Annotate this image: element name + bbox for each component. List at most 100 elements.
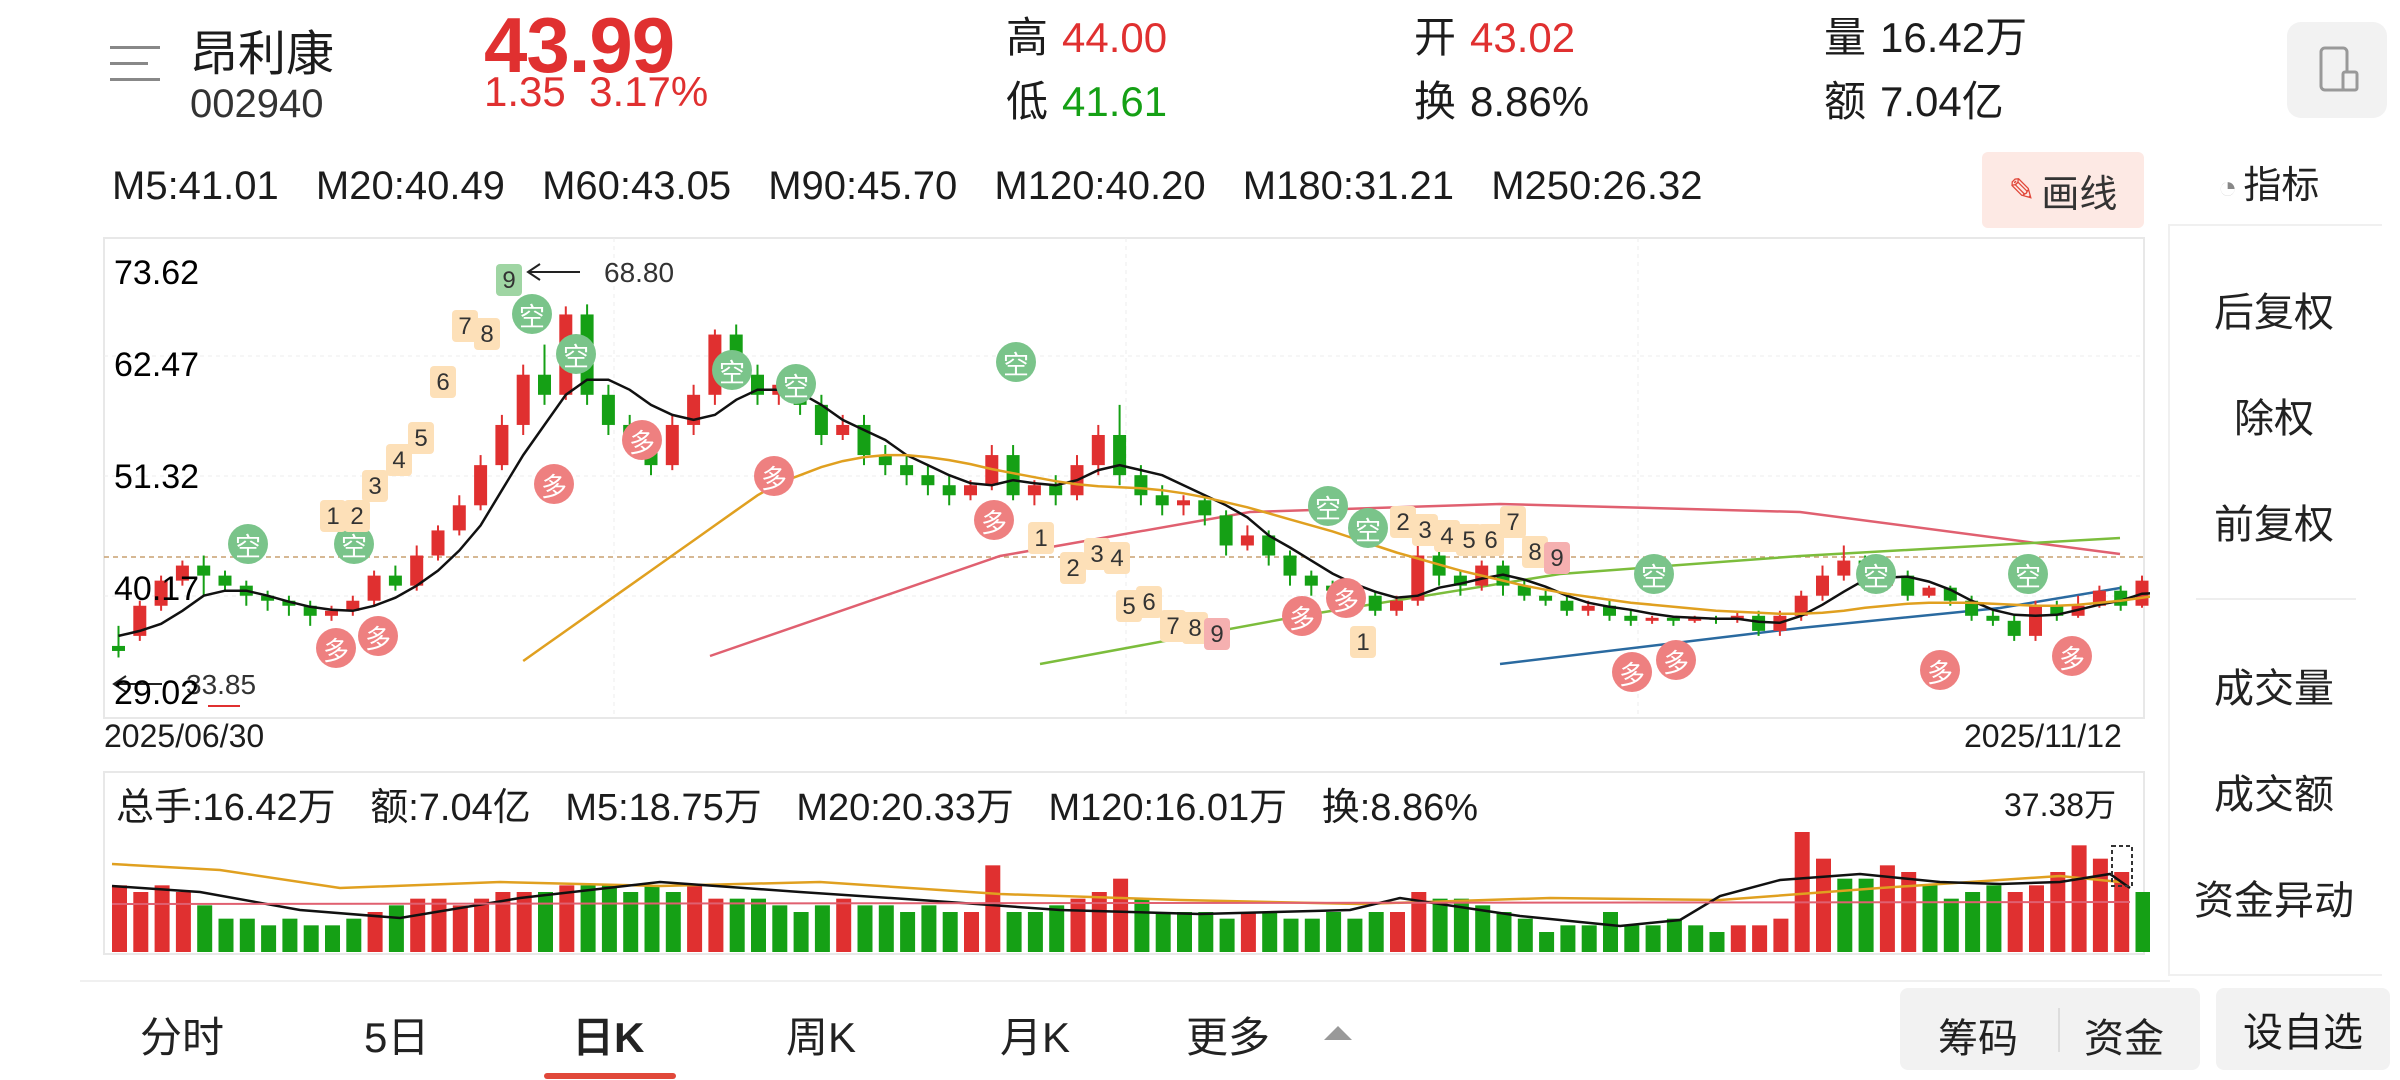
change-percent: 3.17% [589,68,709,115]
sell-marker: 空 [996,342,1036,382]
tab-intraday[interactable]: 分时 [140,1014,225,1061]
volume-bar [623,892,639,952]
volume-bar [410,898,426,952]
indicator-button[interactable]: ◔ 指标 [2218,165,2320,207]
change-value: 1.35 [484,68,566,115]
candle [112,645,125,651]
side-item-backward-adjusted[interactable]: 后复权 [2214,291,2334,335]
svg-text:6: 6 [1142,589,1155,616]
svg-text:2: 2 [1066,555,1079,582]
volume-bar [964,912,979,952]
side-item-forward-adjusted[interactable]: 前复权 [2214,503,2334,547]
volume-bar [175,892,191,952]
side-item-volume[interactable]: 成交量 [2214,667,2334,711]
chips-button[interactable]: 筹码 [1938,1017,2018,1061]
svg-text:空: 空 [1355,516,1381,546]
volume-bar [516,892,532,952]
volume-chart[interactable] [100,770,2150,956]
tab-daily-k[interactable]: 日K [572,1014,645,1061]
volume-bar [1603,912,1618,952]
volume-bar [474,898,490,952]
side-item-fund-flow[interactable]: 资金异动 [2194,879,2354,923]
stock-code: 002940 [190,82,324,126]
volume-bar [1347,918,1363,952]
add-watchlist-button[interactable]: 设自选 [2216,988,2390,1070]
tab-weekly-k[interactable]: 周K [786,1014,857,1061]
volume-bar [2135,892,2150,952]
volume-bar [559,885,575,952]
tab-5day[interactable]: 5日 [364,1014,430,1061]
volume-bar [1773,918,1789,952]
candle [1581,605,1595,611]
svg-text:多: 多 [1289,604,1315,634]
svg-text:多: 多 [2059,644,2085,674]
menu-icon[interactable] [110,40,164,90]
volume-bar [921,905,937,952]
candle [1006,455,1020,496]
svg-text:68.80: 68.80 [604,257,674,288]
buy-marker: 多 [1326,578,1366,618]
svg-text:3: 3 [1418,517,1431,544]
volume-bar [1219,918,1235,952]
draw-line-button[interactable]: ✎ 画线 [1982,152,2144,228]
volume-bar [1134,898,1150,952]
candle [1624,615,1638,621]
candle [2007,620,2021,636]
volume-bar [112,885,127,952]
side-divider [2196,598,2356,600]
volume-bar [1709,932,1725,952]
volume-bar [751,898,766,952]
volume-bar [985,865,1001,952]
svg-text:空: 空 [341,532,367,562]
volume-bar [282,918,298,952]
side-item-ex-rights[interactable]: 除权 [2234,397,2314,441]
buy-marker: 多 [1920,650,1960,690]
candle [687,394,701,425]
candle [2029,605,2042,636]
side-item-amount[interactable]: 成交额 [2214,773,2334,817]
volume-bar [2029,885,2044,952]
candle [1304,575,1318,586]
candle [154,580,168,606]
chevron-up-icon[interactable] [1324,1026,1352,1040]
tab-more[interactable]: 更多 [1186,1014,1271,1061]
ma20-value: M20:40.49 [315,164,505,208]
volume-bar [1752,925,1768,952]
volume-bar [1965,892,1981,952]
device-icon[interactable] [2287,22,2387,118]
volume-bar [239,918,255,952]
ma120-line [709,502,2121,658]
volume-bar [1816,858,1831,952]
volume-bar [1858,878,1874,952]
candle [2050,605,2064,616]
svg-text:2: 2 [1396,509,1409,536]
candle [1560,600,1574,611]
tab-monthly-k[interactable]: 月K [1000,1014,1071,1061]
ma180-value: M180:31.21 [1242,164,1455,208]
svg-text:9: 9 [1210,621,1223,648]
svg-text:4: 4 [1110,545,1123,572]
candle [1688,617,1702,621]
candle [431,530,445,556]
volume-bar [1560,925,1576,952]
candle [1091,434,1105,466]
vol-turnover: 换:8.86% [1321,787,1479,829]
volume-bar [1113,878,1129,952]
ma120-value: M120:40.20 [994,164,1206,208]
svg-text:6: 6 [436,369,449,396]
ma-values: M5:41.01 M20:40.49 M60:43.05 M90:45.70 M… [112,164,1728,209]
svg-text:5: 5 [414,425,427,452]
svg-text:4: 4 [1440,523,1453,550]
candle [1113,434,1127,476]
svg-text:73.62: 73.62 [114,254,199,292]
price-axis-labels: 73.62 62.47 51.32 40.17 29.02 [114,254,199,712]
svg-text:29.02: 29.02 [114,674,199,712]
funds-button[interactable]: 资金 [2084,1017,2164,1061]
candlestick-chart[interactable]: 空 空 空 空 空 空 空 空 空 空 空 空 多 多 多 多 多 多 多 多 … [100,236,2150,722]
sell-marker: 空 [334,524,374,564]
candle [538,374,551,395]
sell-marker: 空 [2008,554,2048,594]
candle [1240,535,1254,546]
volume-bar [154,885,170,952]
volume-bar [388,905,404,952]
